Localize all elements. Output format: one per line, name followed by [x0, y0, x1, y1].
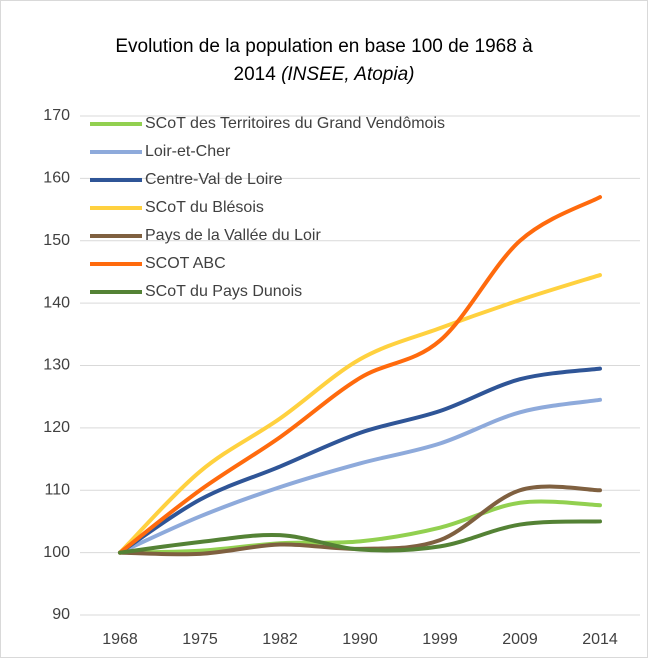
- legend-label: Pays de la Vallée du Loir: [145, 227, 321, 244]
- x-tick-label: 1975: [182, 631, 218, 648]
- legend-label: Loir-et-Cher: [145, 143, 231, 160]
- x-tick-label: 2014: [582, 631, 618, 648]
- y-tick-label: 100: [43, 544, 70, 561]
- legend-label: SCoT du Pays Dunois: [145, 283, 302, 300]
- legend-label: SCoT des Territoires du Grand Vendômois: [145, 115, 445, 132]
- y-tick-label: 130: [43, 357, 70, 374]
- title-year: 2014: [234, 64, 277, 85]
- x-tick-label: 1968: [102, 631, 138, 648]
- y-tick-label: 110: [44, 481, 70, 498]
- y-tick-label: 90: [52, 606, 70, 623]
- series-line: [118, 499, 602, 555]
- chart-source: (INSEE, Atopia): [281, 64, 414, 85]
- series-line: [118, 273, 602, 555]
- y-tick-label: 140: [43, 294, 70, 311]
- y-tick-label: 150: [43, 232, 70, 249]
- series-line: [118, 195, 602, 555]
- x-tick-label: 2009: [502, 631, 538, 648]
- x-tick-label: 1999: [422, 631, 458, 648]
- series-line: [118, 519, 602, 555]
- chart-title-line2: 2014 (INSEE, Atopia): [234, 64, 415, 85]
- x-tick-label: 1990: [342, 631, 378, 648]
- y-tick-label: 170: [43, 107, 70, 124]
- series-line: [118, 397, 602, 555]
- chart-title: Evolution de la population en base 100 d…: [115, 36, 533, 57]
- y-tick-label: 160: [43, 170, 70, 187]
- legend-label: SCOT ABC: [145, 255, 226, 272]
- series-line: [118, 366, 602, 555]
- legend-label: Centre-Val de Loire: [145, 171, 283, 188]
- x-tick-label: 1982: [262, 631, 298, 648]
- legend-label: SCoT du Blésois: [145, 199, 264, 216]
- y-tick-label: 120: [43, 419, 70, 436]
